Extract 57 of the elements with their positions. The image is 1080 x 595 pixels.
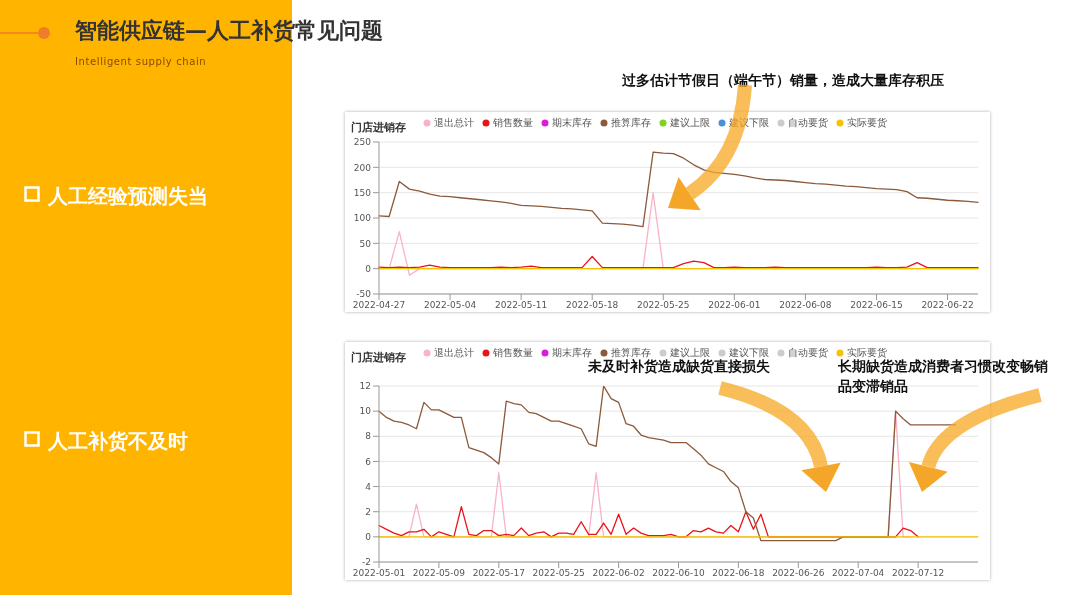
y-tick-label: 150: [353, 187, 372, 198]
x-tick-label: 2022-07-04: [832, 568, 885, 579]
x-tick-label: 2022-06-22: [921, 300, 974, 311]
legend-label: 推算库存: [611, 116, 651, 130]
x-tick-label: 2022-04-27: [352, 300, 406, 311]
y-tick-label: 6: [365, 456, 372, 467]
legend-label: 建议上限: [670, 116, 710, 130]
x-tick-label: 2022-05-04: [423, 300, 477, 311]
y-tick-label: 10: [359, 406, 372, 417]
legend-label: 实际要货: [847, 346, 887, 359]
y-tick-label: -2: [362, 557, 371, 568]
legend-label: 退出总计: [434, 116, 474, 130]
y-tick-label: 100: [353, 213, 372, 224]
y-tick-label: -50: [356, 289, 372, 300]
y-tick-label: 250: [353, 137, 372, 148]
x-tick-label: 2022-06-26: [772, 568, 825, 579]
legend-label: 期末库存: [552, 116, 592, 130]
annotation: 长期缺货造成消费者习惯改变畅销品变滞销品: [838, 358, 1049, 396]
chart-title: 门店进销存: [351, 120, 406, 135]
x-tick-label: 2022-06-10: [652, 568, 705, 579]
chart-title: 门店进销存: [351, 350, 406, 365]
legend-label: 自动要货: [788, 346, 828, 360]
legend-label: 销售数量: [493, 346, 533, 360]
x-tick-label: 2022-05-01: [352, 568, 406, 579]
legend-label: 自动要货: [788, 116, 828, 130]
legend-label: 建议下限: [729, 346, 769, 359]
y-tick-label: 0: [365, 532, 372, 543]
y-tick-label: 4: [365, 481, 372, 492]
legend-label: 期末库存: [552, 346, 592, 359]
x-tick-label: 2022-05-18: [566, 300, 619, 311]
x-tick-label: 2022-05-25: [637, 300, 690, 311]
x-tick-label: 2022-05-09: [412, 568, 466, 579]
text: 人工补货不及时: [48, 428, 189, 455]
text: 过多估计节假日（端午节）销量，造成大量库存积压: [622, 71, 945, 90]
y-tick-label: 12: [359, 381, 371, 392]
x-tick-label: 2022-06-15: [850, 300, 903, 311]
x-tick-label: 2022-06-18: [712, 568, 765, 579]
y-tick-label: 200: [353, 162, 372, 173]
x-tick-label: 2022-07-12: [891, 568, 945, 579]
y-tick-label: 0: [365, 263, 372, 274]
y-tick-label: 50: [359, 238, 372, 249]
y-tick-label: 8: [365, 431, 372, 442]
legend-label: 退出总计: [434, 346, 474, 360]
legend-label: 建议上限: [670, 346, 710, 359]
x-tick-label: 2022-06-02: [592, 568, 645, 579]
x-tick-label: 2022-06-08: [779, 300, 832, 311]
x-tick-label: 2022-05-25: [532, 568, 585, 579]
legend-label: 实际要货: [847, 116, 887, 130]
x-tick-label: 2022-05-11: [494, 300, 548, 311]
text: Intelligent supply chain: [75, 56, 207, 67]
text: 人工经验预测失当: [48, 183, 209, 210]
legend-label: 推算库存: [611, 346, 651, 358]
text: 未及时补货造成缺货直接损失: [588, 358, 770, 374]
x-tick-label: 2022-05-17: [472, 568, 525, 579]
legend-label: 销售数量: [493, 116, 533, 130]
y-tick-label: 2: [365, 506, 371, 517]
x-tick-label: 2022-06-01: [708, 300, 761, 311]
